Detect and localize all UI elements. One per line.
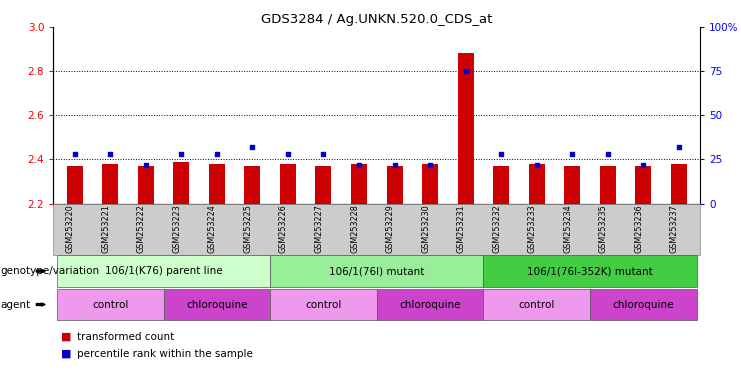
Bar xyxy=(209,164,225,204)
Text: GSM253225: GSM253225 xyxy=(243,205,253,253)
Text: 106/1(76I) mutant: 106/1(76I) mutant xyxy=(329,266,425,276)
Text: GSM253233: GSM253233 xyxy=(528,205,536,253)
Point xyxy=(69,151,81,157)
Bar xyxy=(245,166,260,204)
Bar xyxy=(173,162,189,204)
Text: GSM253220: GSM253220 xyxy=(66,205,75,253)
Bar xyxy=(599,166,616,204)
Bar xyxy=(529,164,545,204)
Point xyxy=(318,151,330,157)
Text: GSM253237: GSM253237 xyxy=(670,205,679,253)
Text: ■: ■ xyxy=(61,349,71,359)
Bar xyxy=(316,166,331,204)
Text: GSM253227: GSM253227 xyxy=(314,205,324,253)
Bar xyxy=(67,166,83,204)
Text: GSM253224: GSM253224 xyxy=(208,205,217,253)
Text: chloroquine: chloroquine xyxy=(399,300,461,310)
Point xyxy=(388,162,400,168)
Text: GSM253228: GSM253228 xyxy=(350,205,359,253)
Point xyxy=(282,151,294,157)
Text: ■: ■ xyxy=(61,332,71,342)
Point xyxy=(602,151,614,157)
Text: 106/1(K76) parent line: 106/1(K76) parent line xyxy=(104,266,222,276)
Text: transformed count: transformed count xyxy=(77,332,174,342)
Text: 106/1(76I-352K) mutant: 106/1(76I-352K) mutant xyxy=(527,266,653,276)
Text: agent: agent xyxy=(1,300,31,310)
Point xyxy=(424,162,436,168)
Bar xyxy=(458,53,473,204)
Text: control: control xyxy=(519,300,555,310)
Point xyxy=(495,151,507,157)
Text: chloroquine: chloroquine xyxy=(613,300,674,310)
Bar xyxy=(422,164,438,204)
Text: GSM253230: GSM253230 xyxy=(421,205,430,253)
Point xyxy=(531,162,542,168)
Point xyxy=(247,144,259,150)
Text: GSM253223: GSM253223 xyxy=(173,205,182,253)
Point xyxy=(353,162,365,168)
Text: genotype/variation: genotype/variation xyxy=(1,266,100,276)
Point xyxy=(176,151,187,157)
Text: GSM253222: GSM253222 xyxy=(137,205,146,253)
Text: GSM253221: GSM253221 xyxy=(102,205,110,253)
Bar xyxy=(351,164,367,204)
Bar xyxy=(671,164,687,204)
Text: GSM253235: GSM253235 xyxy=(599,205,608,253)
Text: GSM253229: GSM253229 xyxy=(385,205,394,253)
Point xyxy=(637,162,649,168)
Bar xyxy=(138,166,154,204)
Point xyxy=(459,68,471,74)
Bar xyxy=(635,166,651,204)
Text: GSM253232: GSM253232 xyxy=(492,205,501,253)
Point xyxy=(104,151,116,157)
Point xyxy=(140,162,152,168)
Bar xyxy=(565,166,580,204)
Text: control: control xyxy=(305,300,342,310)
Point xyxy=(211,151,223,157)
Bar xyxy=(280,164,296,204)
Bar xyxy=(494,166,509,204)
Text: GSM253231: GSM253231 xyxy=(456,205,465,253)
Text: percentile rank within the sample: percentile rank within the sample xyxy=(77,349,253,359)
Bar xyxy=(102,164,119,204)
Text: control: control xyxy=(92,300,128,310)
Text: GSM253226: GSM253226 xyxy=(279,205,288,253)
Text: chloroquine: chloroquine xyxy=(186,300,247,310)
Bar xyxy=(387,166,402,204)
Title: GDS3284 / Ag.UNKN.520.0_CDS_at: GDS3284 / Ag.UNKN.520.0_CDS_at xyxy=(261,13,493,26)
Text: GSM253236: GSM253236 xyxy=(634,205,643,253)
Point xyxy=(673,144,685,150)
Text: GSM253234: GSM253234 xyxy=(563,205,572,253)
Point xyxy=(566,151,578,157)
